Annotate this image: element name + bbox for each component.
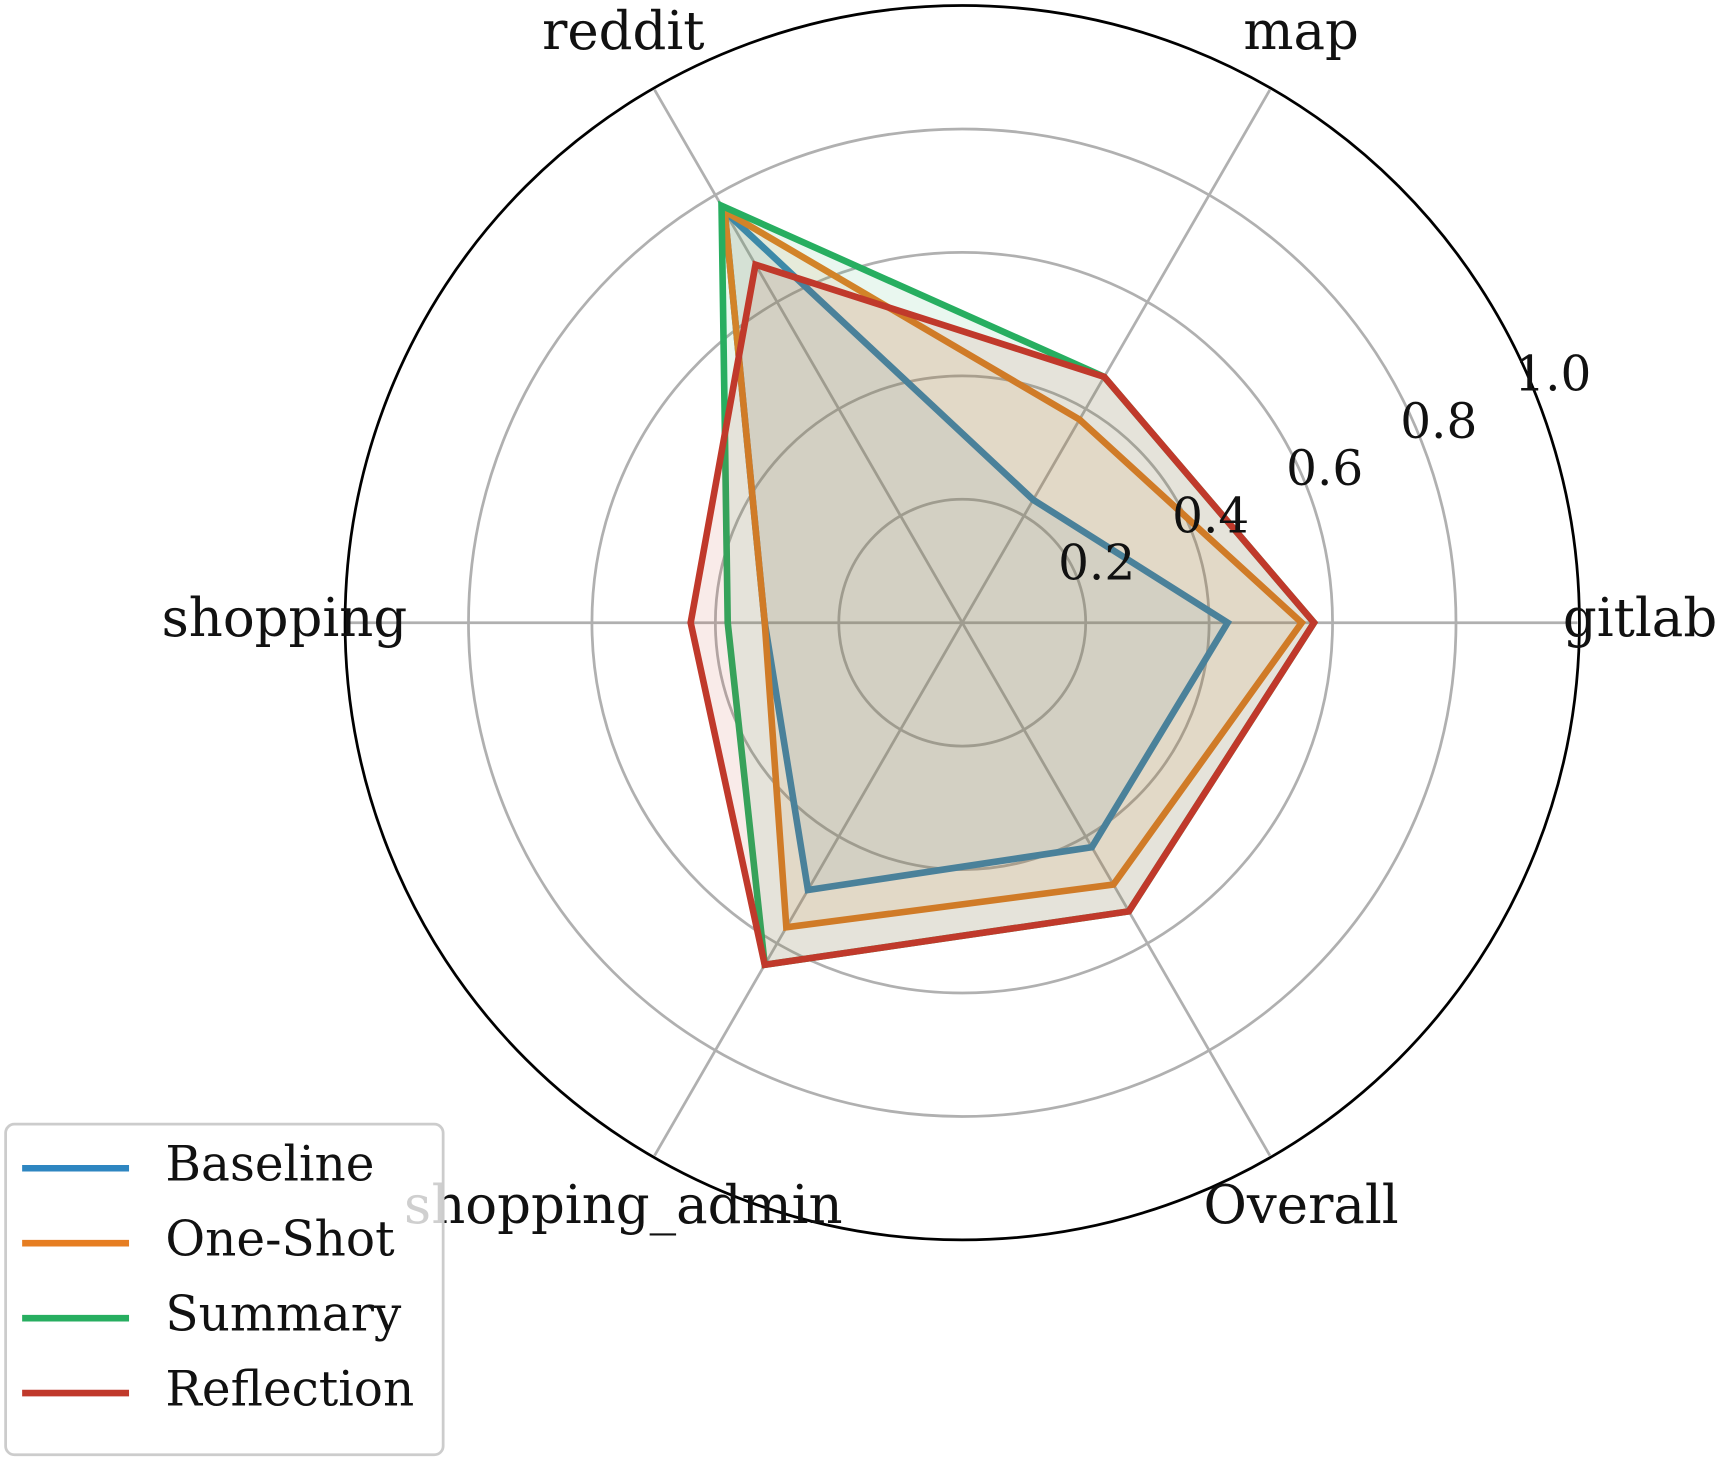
legend-box: [4, 1122, 445, 1457]
series-area: [724, 211, 1302, 928]
category-label: shopping: [162, 588, 408, 649]
series-area: [724, 211, 1228, 890]
r-tick-label: 0.8: [1400, 394, 1477, 450]
spoke: [961, 89, 1272, 624]
legend-label: Baseline: [165, 1137, 374, 1193]
r-tick-label: 1.0: [1514, 347, 1591, 403]
legend-label: One-Shot: [165, 1212, 395, 1268]
category-label: map: [1243, 1, 1359, 62]
legend-label: Reflection: [165, 1362, 414, 1418]
category-label: Overall: [1204, 1175, 1399, 1236]
legend: Baseline One-Shot Summary Reflection: [4, 1122, 445, 1457]
spoke: [653, 89, 964, 624]
category-label: gitlab: [1563, 588, 1717, 649]
category-label: shopping_admin: [404, 1175, 843, 1236]
series-area: [690, 264, 1315, 965]
outer-ring: [343, 4, 1581, 1242]
series-area: [721, 205, 1315, 965]
series-line: [720, 205, 1307, 932]
legend-label: Summary: [165, 1287, 401, 1343]
spoke: [961, 622, 1272, 1157]
category-label: reddit: [542, 1, 704, 62]
r-tick-label: 0.2: [1058, 536, 1135, 592]
r-tick-label: 0.6: [1286, 441, 1363, 497]
series-line: [687, 260, 1319, 969]
r-tick-label: 0.4: [1172, 488, 1249, 544]
